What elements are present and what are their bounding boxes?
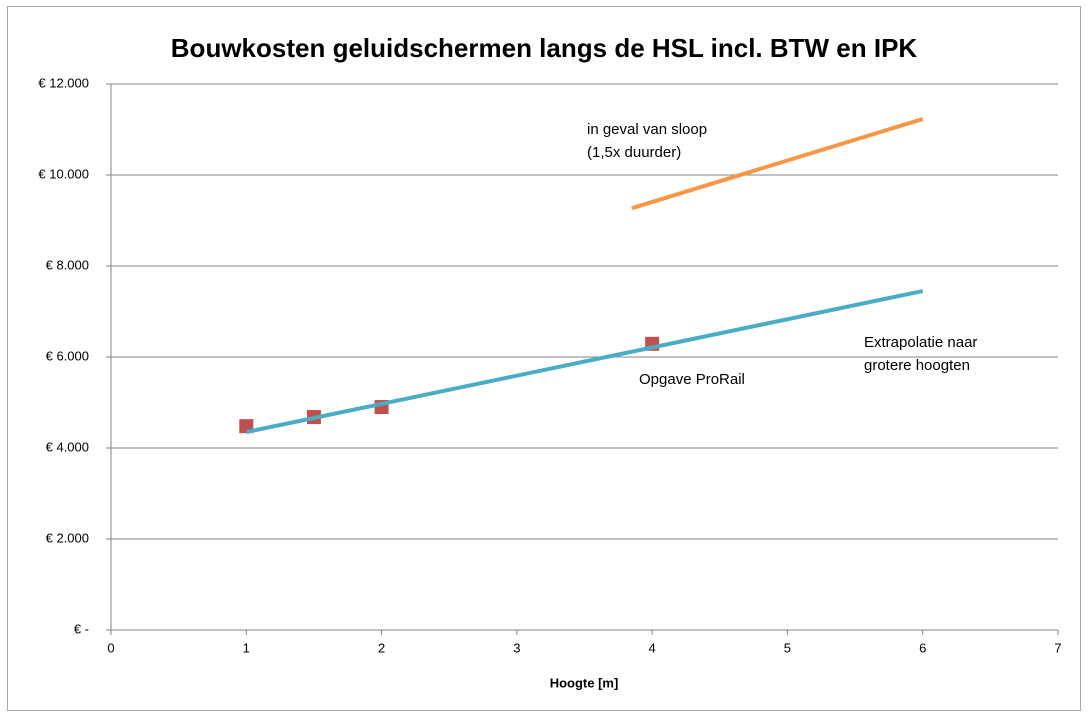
x-tick-label: 5	[784, 640, 791, 655]
x-tick-label: 4	[649, 640, 656, 655]
y-tick-label: € 10.000	[38, 166, 89, 181]
y-tick-label: € 8.000	[46, 257, 89, 272]
x-tick-label: 2	[378, 640, 385, 655]
y-tick-label: € -	[74, 621, 89, 636]
annotation: Opgave ProRail	[639, 371, 745, 388]
x-axis-label: Hoogte [m]	[550, 675, 619, 690]
line	[245, 289, 924, 435]
x-tick-label: 0	[107, 640, 114, 655]
annotation: (1,5x duurder)	[587, 144, 681, 161]
annotation: in geval van sloop	[587, 121, 707, 138]
line	[631, 117, 924, 211]
x-tick-label: 7	[1054, 640, 1061, 655]
x-tick-label: 6	[919, 640, 926, 655]
y-tick-label: € 2.000	[46, 530, 89, 545]
chart-title: Bouwkosten geluidschermen langs de HSL i…	[171, 33, 918, 63]
y-tick-label: € 12.000	[38, 75, 89, 90]
y-tick-label: € 4.000	[46, 439, 89, 454]
x-tick-label: 1	[243, 640, 250, 655]
annotation: Extrapolatie naar	[864, 334, 977, 351]
annotation: grotere hoogten	[864, 357, 970, 374]
y-tick-label: € 6.000	[46, 348, 89, 363]
x-tick-label: 3	[513, 640, 520, 655]
